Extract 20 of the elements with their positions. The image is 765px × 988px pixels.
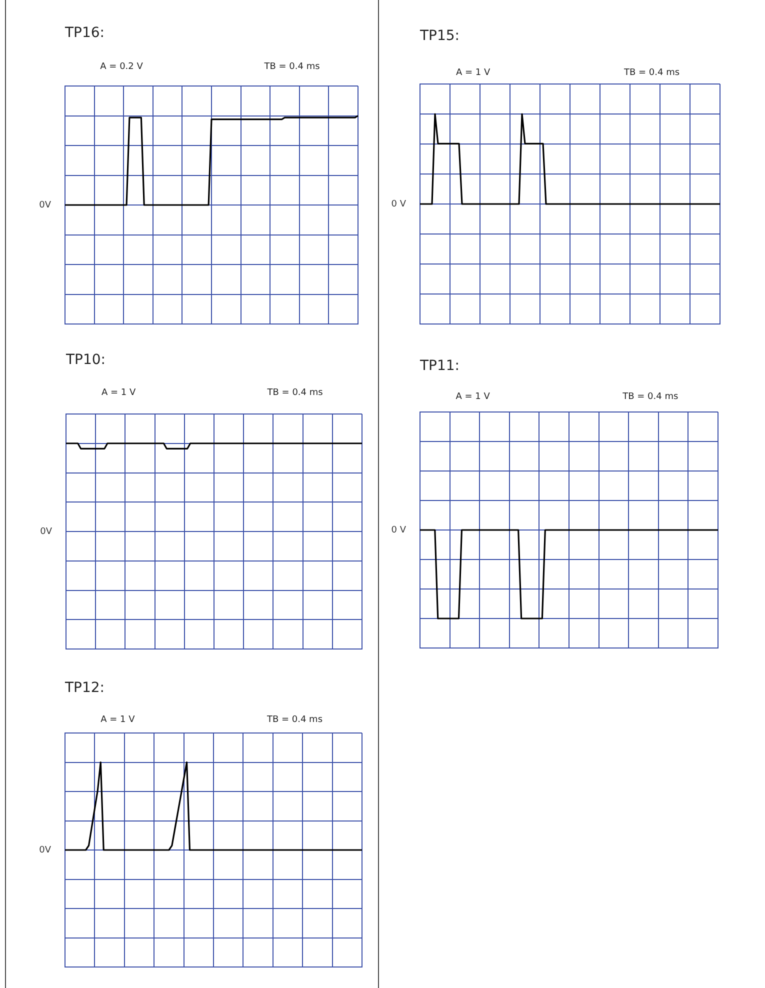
text: 0 V [391,525,407,536]
chart-title: TP11: [420,358,460,374]
text: TB = 0.4 ms [622,392,678,402]
text: A = 1 V [102,388,136,398]
text: A = 0.2 V [100,62,143,72]
text: A = 1 V [456,68,490,78]
chart-title: TP15: [420,28,460,44]
text: 0V [40,526,53,537]
chart-title: TP12: [65,680,105,696]
text: TB = 0.4 ms [264,62,320,72]
text: 0 V [391,199,407,210]
text: 0V [39,200,52,210]
text: A = 1 V [456,392,490,402]
text: TB = 0.4 ms [624,68,680,78]
text: TB = 0.4 ms [266,715,323,725]
text: A = 1 V [100,715,135,725]
text: TB = 0.4 ms [267,388,323,398]
text: 0V [39,845,52,856]
chart-title: TP16: [65,25,105,41]
chart-title: TP10: [66,352,106,368]
